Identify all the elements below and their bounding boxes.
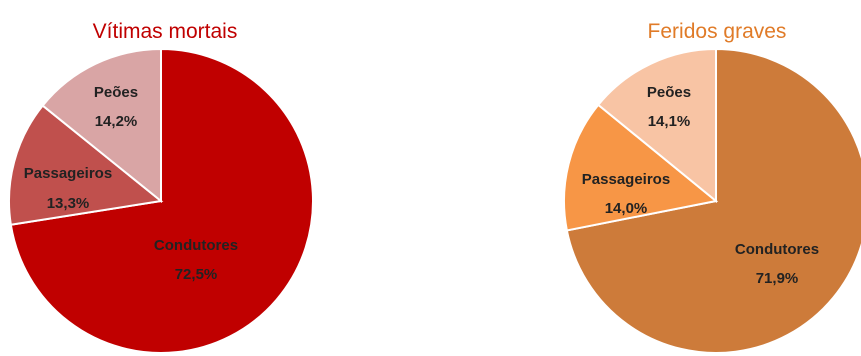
- slice-label-passageiros: Passageiros: [24, 165, 112, 182]
- slice-value-condutores: 72,5%: [175, 266, 218, 283]
- slice-label-passageiros: Passageiros: [582, 171, 670, 188]
- pie-slice-peoes: [41, 47, 162, 204]
- pie-slice-peoes: [596, 47, 717, 204]
- slice-value-passageiros: 13,3%: [47, 195, 90, 212]
- slice-value-peoes: 14,1%: [648, 113, 691, 130]
- chart-title: Feridos graves: [648, 20, 787, 43]
- slice-labels: Condutores 72,5% Passageiros 13,3% Peões…: [24, 84, 238, 283]
- pie-chart-vitimas-mortais: Vítimas mortais Condutores 72,5% Passage…: [8, 20, 314, 354]
- slice-value-condutores: 71,9%: [756, 270, 799, 287]
- slice-label-peoes: Peões: [647, 84, 691, 101]
- slices: [563, 47, 861, 354]
- pie-slice-passageiros: [563, 103, 719, 232]
- slice-label-peoes: Peões: [94, 84, 138, 101]
- pie-slice-condutores: [565, 47, 861, 354]
- slice-labels: Condutores 71,9% Passageiros 14,0% Peões…: [582, 84, 819, 287]
- slices: [8, 47, 314, 354]
- slice-label-condutores: Condutores: [735, 241, 819, 258]
- slice-value-peoes: 14,2%: [95, 113, 138, 130]
- slice-value-passageiros: 14,0%: [605, 200, 648, 217]
- chart-title: Vítimas mortais: [93, 20, 238, 43]
- pie-slice-passageiros: [8, 104, 164, 226]
- pie-chart-feridos-graves: Feridos graves Condutores 71,9% Passagei…: [563, 20, 861, 354]
- slice-label-condutores: Condutores: [154, 237, 238, 254]
